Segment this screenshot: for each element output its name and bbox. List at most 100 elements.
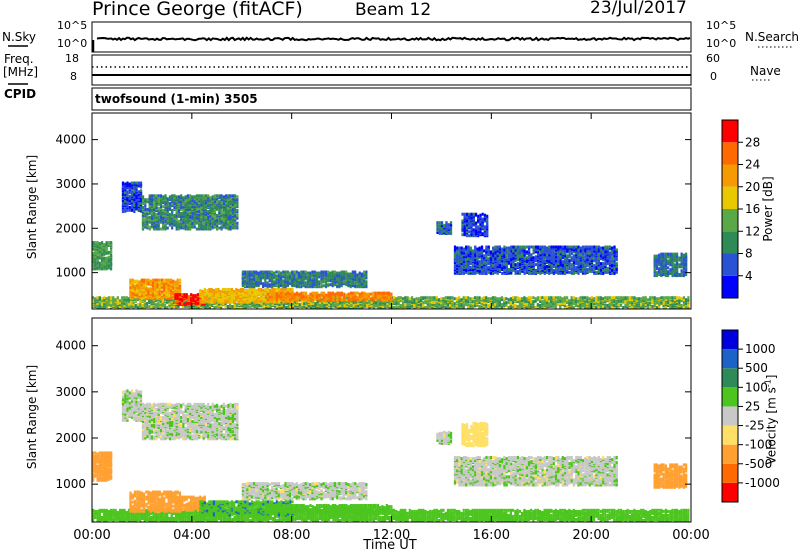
power-cell bbox=[210, 300, 213, 304]
power-cell bbox=[530, 298, 533, 302]
power-cell bbox=[262, 284, 265, 288]
power-cell bbox=[444, 296, 447, 300]
power-cell bbox=[680, 306, 683, 309]
power-cell bbox=[186, 216, 189, 220]
power-cell bbox=[94, 254, 97, 258]
power-cell bbox=[277, 299, 281, 303]
power-cell bbox=[161, 300, 164, 304]
power-cell bbox=[219, 289, 222, 293]
power-cell bbox=[162, 222, 165, 226]
power-cell bbox=[315, 271, 319, 275]
power-cell bbox=[220, 198, 223, 202]
power-cell bbox=[199, 300, 202, 304]
power-cell bbox=[134, 298, 137, 302]
power-cell bbox=[221, 298, 224, 302]
power-cell bbox=[442, 297, 445, 301]
power-cell bbox=[566, 298, 569, 302]
power-cell bbox=[193, 205, 196, 209]
nsky-trace bbox=[92, 36, 691, 52]
power-cell bbox=[291, 270, 294, 274]
power-cell bbox=[189, 220, 192, 224]
power-cell bbox=[133, 193, 136, 197]
power-cell bbox=[178, 295, 182, 299]
power-cell bbox=[667, 300, 670, 304]
power-cell bbox=[404, 303, 407, 307]
cpid-strip-frame bbox=[91, 87, 692, 111]
power-cell bbox=[363, 305, 366, 308]
power-cell bbox=[146, 218, 149, 222]
power-cell bbox=[186, 227, 189, 231]
power-cell bbox=[336, 297, 339, 301]
power-cell bbox=[125, 305, 128, 308]
power-cell bbox=[186, 218, 189, 222]
power-cell bbox=[633, 298, 636, 302]
power-cell bbox=[532, 305, 535, 308]
power-cell bbox=[244, 270, 247, 274]
power-cell bbox=[199, 298, 202, 302]
power-cell bbox=[548, 299, 551, 303]
power-cell bbox=[640, 303, 643, 307]
power-cell bbox=[215, 298, 218, 302]
power-cell bbox=[324, 270, 328, 274]
power-cell bbox=[114, 302, 117, 306]
power-cell bbox=[307, 297, 310, 301]
power-cell bbox=[295, 274, 298, 278]
power-cell bbox=[271, 303, 274, 307]
power-cell bbox=[96, 249, 99, 253]
power-cell bbox=[595, 296, 598, 300]
power-cell bbox=[402, 306, 405, 309]
power-cell bbox=[135, 192, 138, 196]
power-cell bbox=[237, 297, 240, 301]
power-cell bbox=[171, 217, 174, 221]
power-cell bbox=[136, 303, 140, 307]
power-cell bbox=[208, 298, 211, 302]
power-cell bbox=[209, 208, 212, 211]
power-cell bbox=[143, 298, 146, 302]
power-cell bbox=[384, 305, 387, 308]
power-cell bbox=[107, 243, 110, 246]
power-cell bbox=[530, 300, 533, 304]
power-cell bbox=[314, 302, 317, 306]
power-cell bbox=[239, 298, 242, 302]
power-cell bbox=[554, 301, 557, 305]
power-cell bbox=[239, 296, 242, 300]
power-cell bbox=[583, 303, 587, 307]
power-cell bbox=[480, 297, 483, 301]
power-cell bbox=[313, 278, 316, 282]
power-cell bbox=[678, 303, 681, 307]
power-cell bbox=[381, 305, 384, 308]
power-cell bbox=[667, 304, 670, 307]
power-cell bbox=[228, 288, 231, 291]
power-cell bbox=[128, 186, 131, 190]
power-cell bbox=[211, 195, 214, 199]
power-cell bbox=[163, 293, 166, 297]
power-cell bbox=[428, 296, 432, 300]
power-cell bbox=[234, 204, 237, 208]
power-cell bbox=[211, 199, 214, 203]
power-cell bbox=[226, 294, 229, 298]
power-cell bbox=[669, 305, 672, 308]
power-cell bbox=[471, 302, 474, 306]
power-cell bbox=[144, 204, 147, 208]
power-cell bbox=[336, 302, 339, 306]
power-cell bbox=[130, 304, 133, 307]
power-cell bbox=[275, 291, 278, 295]
power-cell bbox=[168, 212, 172, 216]
power-cell bbox=[213, 306, 216, 309]
power-cell bbox=[224, 296, 227, 300]
power-cell bbox=[624, 296, 627, 300]
power-cell bbox=[678, 306, 681, 309]
power-cell bbox=[500, 306, 503, 309]
power-cell bbox=[182, 205, 185, 209]
power-cell bbox=[180, 211, 183, 215]
power-cell bbox=[128, 191, 131, 195]
power-cell bbox=[250, 275, 253, 279]
power-cell bbox=[275, 279, 278, 283]
power-cell bbox=[277, 274, 280, 278]
power-cell bbox=[191, 199, 194, 203]
power-cell bbox=[231, 219, 234, 223]
power-cell bbox=[159, 205, 163, 209]
power-cell bbox=[282, 275, 285, 279]
power-cell bbox=[257, 288, 260, 291]
power-cell bbox=[658, 297, 661, 301]
